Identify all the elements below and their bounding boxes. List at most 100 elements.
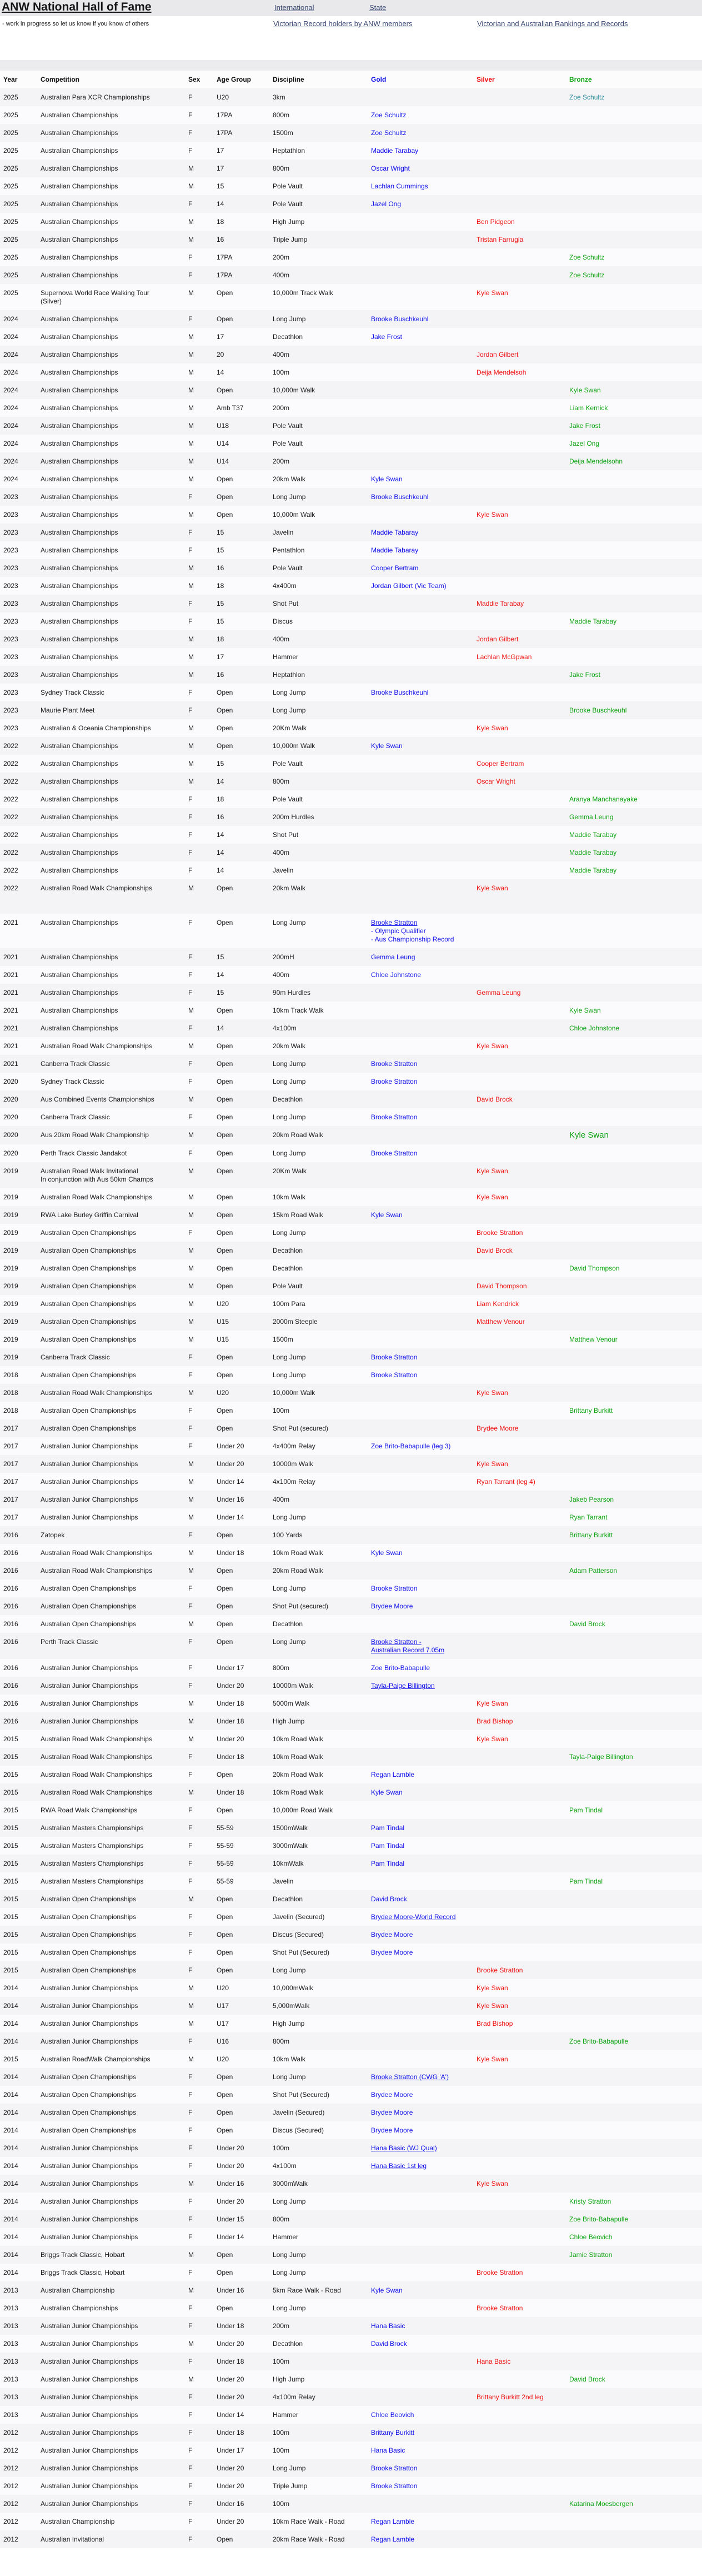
athlete-link[interactable]: David Brock	[569, 2375, 605, 2383]
nav-victorian-record-holders[interactable]: Victorian Record holders by ANW members	[273, 19, 413, 28]
athlete-link[interactable]: - Aus Championship Record	[371, 935, 454, 943]
athlete-link[interactable]: Kyle Swan	[371, 475, 403, 483]
athlete-link[interactable]: Gemma Leung	[477, 989, 521, 996]
athlete-link[interactable]: Regan Lamble	[371, 2518, 415, 2525]
athlete-link[interactable]: Brydee Moore-World Record	[371, 1913, 456, 1921]
athlete-link[interactable]: Tristan Farrugia	[477, 236, 524, 243]
athlete-link[interactable]: Chloe Johnstone	[371, 971, 422, 979]
athlete-link[interactable]: Brooke Stratton	[371, 1149, 418, 1157]
athlete-link[interactable]: Brooke Buschkeuhl	[371, 689, 429, 696]
athlete-link[interactable]: Kyle Swan	[477, 724, 508, 732]
athlete-link[interactable]: Gemma Leung	[569, 813, 614, 821]
athlete-link[interactable]: Brooke Stratton	[371, 2482, 418, 2490]
athlete-link[interactable]: Brooke Buschkeuhl	[371, 315, 429, 323]
athlete-link[interactable]: Hana Basic	[371, 2447, 405, 2454]
athlete-link[interactable]: Ryan Tarrant	[569, 1513, 608, 1521]
athlete-link[interactable]: Kyle Swan	[477, 1042, 508, 1050]
athlete-link[interactable]: Kyle Swan	[477, 1700, 508, 1707]
athlete-link[interactable]: Pam Tindal	[569, 1806, 603, 1814]
athlete-link[interactable]: Tayla-Paige Billington	[569, 1753, 633, 1761]
athlete-link[interactable]: Brittany Burkitt 2nd leg	[477, 2393, 544, 2401]
nav-international[interactable]: International	[274, 3, 314, 12]
athlete-link[interactable]: Lachlan Cummings	[371, 182, 428, 190]
athlete-link[interactable]: Jakeb Pearson	[569, 1496, 614, 1503]
athlete-link[interactable]: Jazel Ong	[569, 440, 600, 447]
athlete-link[interactable]: Zoe Schultz	[371, 111, 407, 119]
athlete-link[interactable]: Zoe Brito-Babapulle	[569, 2037, 629, 2045]
athlete-link[interactable]: Kyle Swan	[569, 386, 601, 394]
athlete-link[interactable]: Hana Basic	[371, 2322, 405, 2330]
athlete-link[interactable]: Kyle Swan	[371, 1549, 403, 1557]
athlete-link[interactable]: Aranya Manchanayake	[569, 795, 638, 803]
athlete-link[interactable]: Chloe Beovich	[569, 2233, 613, 2241]
athlete-link[interactable]: Jordan Gilbert	[477, 351, 519, 358]
athlete-link[interactable]: Brydee Moore	[371, 1602, 413, 1610]
athlete-link[interactable]: Kyle Swan	[477, 1167, 508, 1175]
athlete-link[interactable]: Brooke Stratton (CWG 'A')	[371, 2073, 449, 2081]
athlete-link[interactable]: Pam Tindal	[371, 1860, 405, 1867]
athlete-link[interactable]: Brooke Stratton	[371, 1371, 418, 1379]
athlete-link[interactable]: Deija Mendelsoh	[477, 368, 526, 376]
athlete-link[interactable]: Jake Frost	[569, 671, 601, 679]
athlete-link[interactable]: Maddie Tarabay	[569, 831, 617, 839]
athlete-link[interactable]: Kyle Swan	[569, 1130, 609, 1140]
athlete-link[interactable]: Kyle Swan	[477, 1389, 508, 1397]
athlete-link[interactable]: Pam Tindal	[371, 1824, 405, 1832]
athlete-link[interactable]: Jake Frost	[371, 333, 403, 341]
athlete-link[interactable]: Hana Basic (WJ Qual)	[371, 2144, 437, 2152]
athlete-link[interactable]: Kyle Swan	[477, 2180, 508, 2188]
athlete-link[interactable]: Brooke Stratton	[371, 1585, 418, 1592]
athlete-link[interactable]: Cooper Bertram	[477, 760, 524, 768]
athlete-link[interactable]: Chloe Beovich	[371, 2411, 414, 2419]
athlete-link[interactable]: Cooper Bertram	[371, 564, 419, 572]
athlete-link[interactable]: Maddie Tarabay	[477, 600, 524, 607]
athlete-link[interactable]: Kyle Swan	[477, 511, 508, 519]
athlete-link[interactable]: Kyle Swan	[477, 1984, 508, 1992]
athlete-link[interactable]: Brooke Stratton	[371, 919, 418, 926]
athlete-link[interactable]: Brydee Moore	[371, 2126, 413, 2134]
athlete-link[interactable]: Brooke Stratton -	[371, 1638, 422, 1646]
athlete-link[interactable]: Kyle Swan	[477, 289, 508, 297]
athlete-link[interactable]: Brooke Buschkeuhl	[569, 706, 627, 714]
nav-state[interactable]: State	[369, 3, 387, 12]
athlete-link[interactable]: Chloe Johnstone	[569, 1024, 620, 1032]
athlete-link[interactable]: Maddie Tarabay	[569, 617, 617, 625]
athlete-link[interactable]: Australian Record 7.05m	[371, 1646, 445, 1654]
athlete-link[interactable]: David Brock	[477, 1247, 513, 1254]
athlete-link[interactable]: Kyle Swan	[477, 1193, 508, 1201]
athlete-link[interactable]: Pam Tindal	[569, 1877, 603, 1885]
athlete-link[interactable]: Zoe Brito-Babapulle	[371, 1664, 430, 1672]
athlete-link[interactable]: Liam Kendrick	[477, 1300, 519, 1308]
athlete-link[interactable]: Brittany Burkitt	[371, 2429, 415, 2437]
athlete-link[interactable]: Brooke Stratton	[477, 2269, 523, 2276]
athlete-link[interactable]: Oscar Wright	[477, 778, 515, 785]
athlete-link[interactable]: Brooke Stratton	[371, 1060, 418, 1068]
athlete-link[interactable]: Ben Pidgeon	[477, 218, 515, 226]
athlete-link[interactable]: David Brock	[371, 1895, 407, 1903]
athlete-link[interactable]: Kyle Swan	[371, 1211, 403, 1219]
athlete-link[interactable]: Hana Basic 1st leg	[371, 2162, 427, 2170]
athlete-link[interactable]: Liam Kernick	[569, 404, 608, 412]
athlete-link[interactable]: Regan Lamble	[371, 1771, 415, 1778]
athlete-link[interactable]: Brooke Stratton	[477, 1229, 523, 1237]
athlete-link[interactable]: David Brock	[569, 1620, 605, 1628]
athlete-link[interactable]: Maddie Tarabay	[569, 849, 617, 856]
athlete-link[interactable]: Brooke Stratton	[477, 2304, 523, 2312]
athlete-link[interactable]: Zoe Schultz	[569, 253, 605, 261]
athlete-link[interactable]: Brydee Moore	[371, 1931, 413, 1939]
athlete-link[interactable]: Matthew Venour	[569, 1336, 618, 1343]
athlete-link[interactable]: Zoe Schultz	[569, 271, 605, 279]
athlete-link[interactable]: Jordan Gilbert	[477, 635, 519, 643]
athlete-link[interactable]: Gemma Leung	[371, 953, 415, 961]
nav-rankings-and-records[interactable]: Victorian and Australian Rankings and Re…	[477, 19, 628, 28]
athlete-link[interactable]: Kyle Swan	[477, 2002, 508, 2010]
athlete-link[interactable]: Katarina Moesbergen	[569, 2500, 633, 2508]
athlete-link[interactable]: Brittany Burkitt	[569, 1531, 613, 1539]
athlete-link[interactable]: Pam Tindal	[371, 1842, 405, 1850]
athlete-link[interactable]: Brad Bishop	[477, 1717, 513, 1725]
athlete-link[interactable]: Kyle Swan	[371, 2286, 403, 2294]
athlete-link[interactable]: Matthew Venour	[477, 1318, 525, 1326]
athlete-link[interactable]: Jamie Stratton	[569, 2251, 613, 2259]
athlete-link[interactable]: Brad Bishop	[477, 2020, 513, 2027]
athlete-link[interactable]: David Thompson	[477, 1282, 527, 1290]
